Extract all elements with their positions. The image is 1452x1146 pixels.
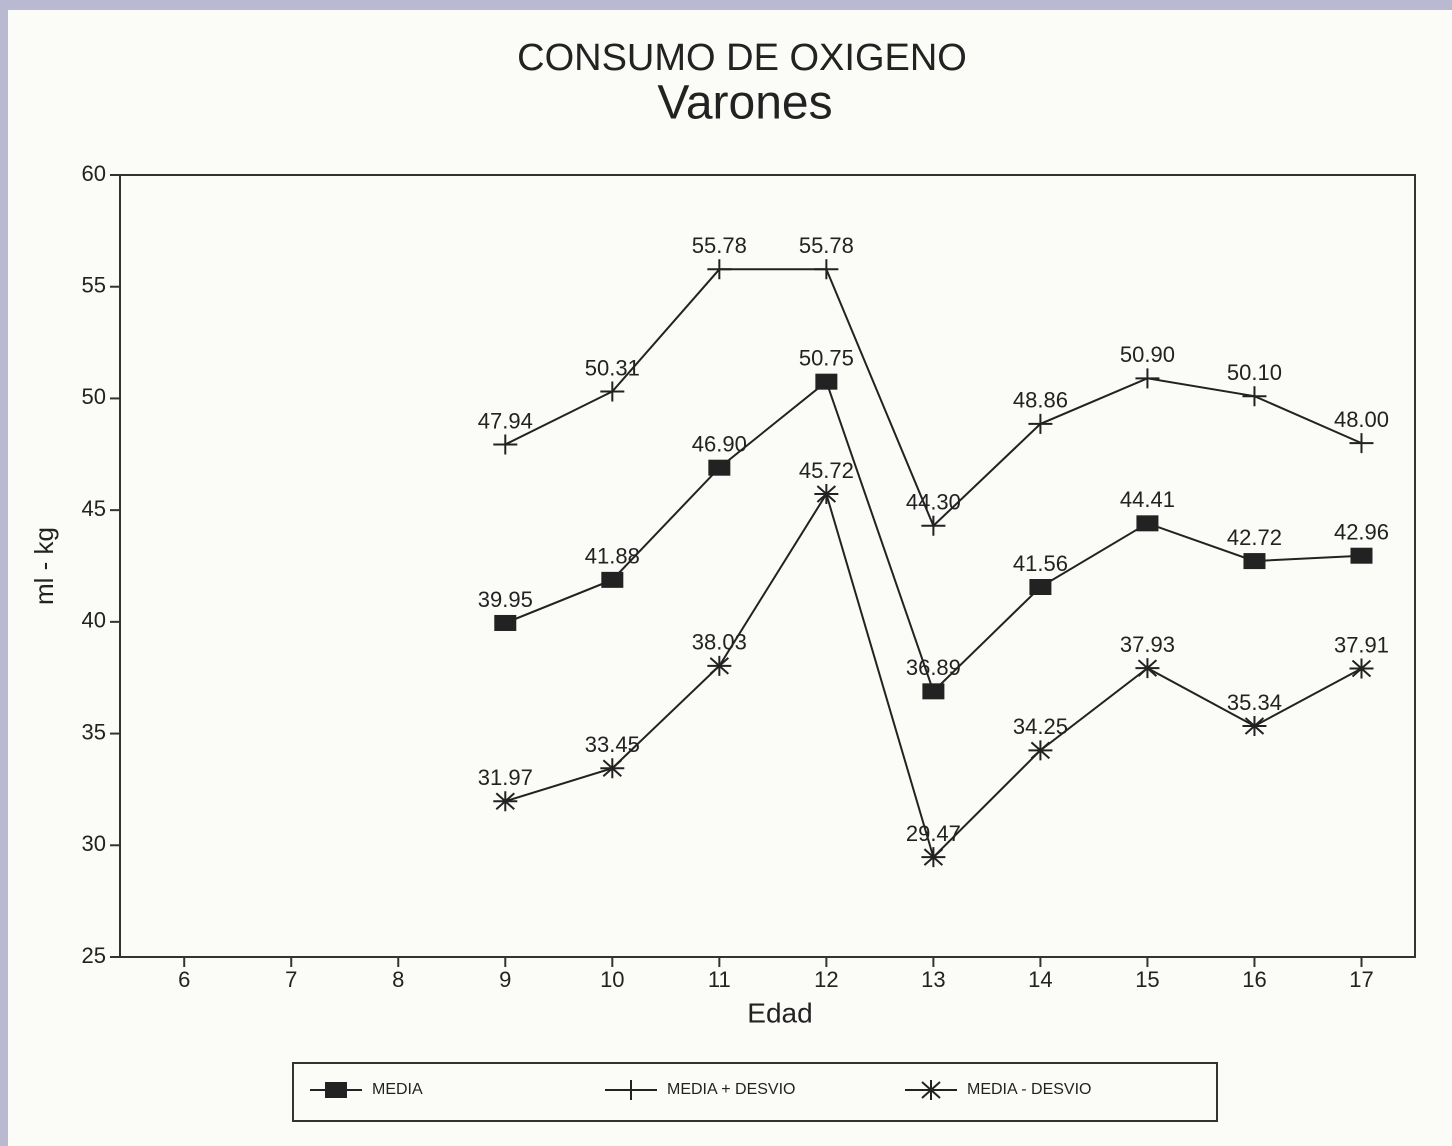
y-tick-label: 50 bbox=[82, 384, 106, 409]
y-tick-label: 35 bbox=[82, 719, 106, 744]
value-label: 42.96 bbox=[1334, 520, 1389, 545]
x-tick-label: 10 bbox=[600, 967, 624, 992]
marker bbox=[814, 259, 839, 280]
x-tick-label: 8 bbox=[392, 967, 404, 992]
marker bbox=[494, 614, 517, 631]
value-label: 37.93 bbox=[1120, 632, 1175, 657]
marker bbox=[325, 1082, 347, 1098]
marker bbox=[1349, 658, 1374, 679]
marker bbox=[493, 791, 518, 812]
value-label: 55.78 bbox=[799, 233, 854, 258]
marker bbox=[493, 434, 518, 455]
marker bbox=[919, 1080, 943, 1100]
y-tick-label: 45 bbox=[82, 496, 106, 521]
value-label: 50.75 bbox=[799, 345, 854, 370]
marker bbox=[1349, 433, 1374, 454]
marker bbox=[600, 758, 625, 779]
marker bbox=[1135, 368, 1160, 389]
value-label: 31.97 bbox=[478, 765, 533, 790]
y-tick-label: 40 bbox=[82, 608, 106, 633]
value-label: 50.31 bbox=[585, 355, 640, 380]
legend-label: MEDIA + DESVIO bbox=[667, 1081, 795, 1098]
plot-frame bbox=[119, 174, 1416, 958]
chart-title: CONSUMO DE OXIGENO bbox=[517, 37, 967, 79]
marker bbox=[921, 515, 946, 536]
marker bbox=[707, 655, 732, 676]
marker bbox=[619, 1080, 643, 1100]
value-label: 41.88 bbox=[585, 544, 640, 569]
value-label: 50.90 bbox=[1120, 342, 1175, 367]
marker bbox=[1242, 386, 1267, 407]
legend-label: MEDIA bbox=[372, 1081, 423, 1098]
x-tick-label: 15 bbox=[1135, 967, 1159, 992]
marker bbox=[600, 381, 625, 402]
marker bbox=[1135, 658, 1160, 679]
value-label: 29.47 bbox=[906, 821, 961, 846]
value-label: 39.95 bbox=[478, 587, 533, 612]
marker bbox=[1243, 553, 1266, 570]
marker bbox=[601, 571, 624, 588]
value-label: 44.41 bbox=[1120, 487, 1175, 512]
value-label: 37.91 bbox=[1334, 632, 1389, 657]
value-label: 55.78 bbox=[692, 233, 747, 258]
value-label: 48.86 bbox=[1013, 388, 1068, 413]
x-axis-label: Edad bbox=[747, 997, 812, 1028]
value-label: 36.89 bbox=[906, 655, 961, 680]
y-tick-label: 60 bbox=[82, 161, 106, 186]
marker bbox=[1350, 547, 1373, 564]
x-tick-label: 7 bbox=[285, 967, 297, 992]
value-label: 48.00 bbox=[1334, 407, 1389, 432]
x-tick-label: 11 bbox=[708, 967, 731, 992]
value-label: 35.34 bbox=[1227, 690, 1282, 715]
marker bbox=[922, 683, 945, 700]
marker bbox=[814, 484, 839, 505]
x-tick-label: 14 bbox=[1028, 967, 1052, 992]
marker bbox=[1242, 715, 1267, 736]
value-label: 33.45 bbox=[585, 732, 640, 757]
y-tick-label: 25 bbox=[82, 943, 106, 968]
x-tick-label: 6 bbox=[178, 967, 190, 992]
value-label: 41.56 bbox=[1013, 551, 1068, 576]
legend-label: MEDIA - DESVIO bbox=[967, 1081, 1091, 1098]
value-label: 38.03 bbox=[692, 630, 747, 655]
value-label: 42.72 bbox=[1227, 525, 1282, 550]
marker bbox=[815, 373, 838, 390]
y-axis-label: ml - kg bbox=[29, 527, 59, 605]
x-tick-label: 17 bbox=[1349, 967, 1373, 992]
x-tick-label: 13 bbox=[921, 967, 945, 992]
x-tick-label: 12 bbox=[814, 967, 838, 992]
x-tick-label: 9 bbox=[499, 967, 511, 992]
marker bbox=[921, 847, 946, 868]
value-label: 34.25 bbox=[1013, 714, 1068, 739]
y-tick-label: 30 bbox=[82, 831, 106, 856]
value-label: 50.10 bbox=[1227, 360, 1282, 385]
marker bbox=[1028, 740, 1053, 761]
legend-box bbox=[292, 1062, 1218, 1122]
marker bbox=[1029, 579, 1052, 596]
marker bbox=[1136, 515, 1159, 532]
x-tick-label: 16 bbox=[1242, 967, 1266, 992]
value-label: 44.30 bbox=[906, 490, 961, 515]
marker bbox=[707, 259, 732, 280]
marker bbox=[708, 459, 731, 476]
chart-subtitle: Varones bbox=[657, 77, 832, 130]
y-tick-label: 55 bbox=[82, 273, 106, 298]
value-label: 47.94 bbox=[478, 408, 533, 433]
marker bbox=[1028, 413, 1053, 434]
value-label: 46.90 bbox=[692, 432, 747, 457]
value-label: 45.72 bbox=[799, 458, 854, 483]
